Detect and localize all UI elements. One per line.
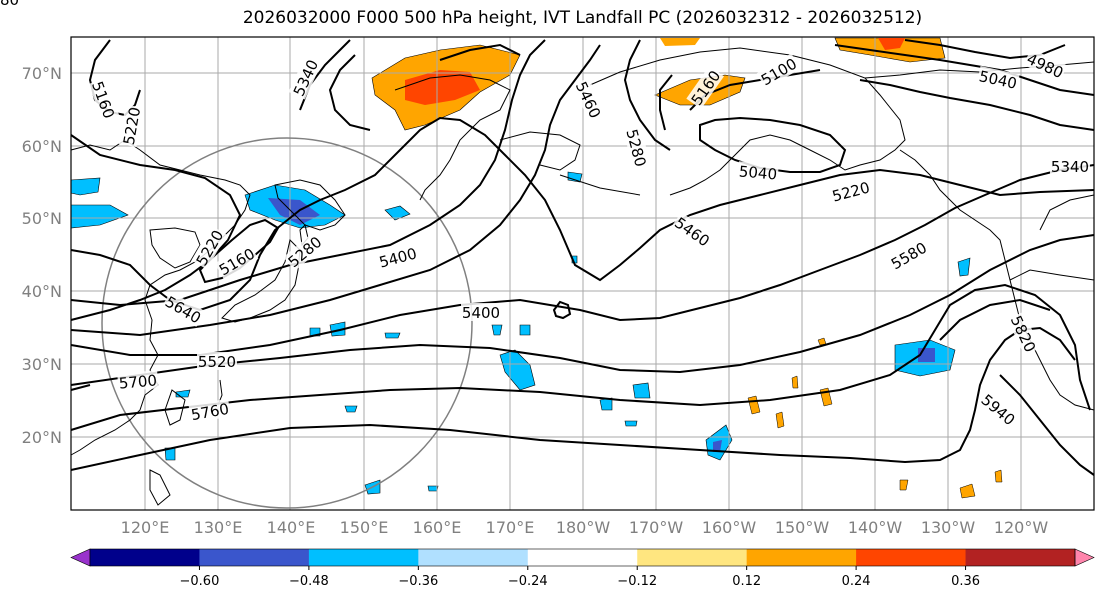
latitude-label: 70°N bbox=[22, 64, 62, 83]
contour-label: 5040 bbox=[737, 161, 779, 184]
colorbar-segment bbox=[965, 549, 1076, 566]
contour-label: 5880 bbox=[0, 0, 20, 9]
latitude-label: 30°N bbox=[22, 355, 62, 374]
colorbar-tick-label: 0.12 bbox=[732, 574, 761, 589]
longitude-labels: 120°E 130°E 140°E 150°E 160°E 170°E 180°W 170°W… bbox=[121, 518, 1049, 537]
longitude-label: 120°W bbox=[994, 518, 1049, 537]
colorbar-segment bbox=[637, 549, 748, 566]
longitude-label: 130°E bbox=[194, 518, 243, 537]
contour-label: 5400 bbox=[461, 303, 501, 322]
colorbar-segment bbox=[418, 549, 529, 566]
colorbar-extend-low bbox=[70, 548, 91, 567]
colorbar-tick-label: −0.60 bbox=[180, 574, 220, 589]
svg-text:5400: 5400 bbox=[462, 304, 500, 322]
colorbar-segment bbox=[527, 549, 638, 566]
colorbar bbox=[70, 548, 1095, 567]
colorbar-extend-high bbox=[1074, 548, 1095, 567]
colorbar-tick-labels: −0.60 −0.48 −0.36 −0.24 −0.12 0.12 0.24 0.36 bbox=[180, 566, 980, 589]
landfall-region-circle bbox=[101, 137, 473, 509]
colorbar-tick-label: −0.36 bbox=[398, 574, 438, 589]
contour-label: 5340 bbox=[1050, 157, 1090, 176]
svg-text:5040: 5040 bbox=[738, 162, 778, 183]
height-contours bbox=[70, 39, 1095, 476]
svg-text:5880: 5880 bbox=[0, 0, 19, 9]
svg-text:5520: 5520 bbox=[198, 353, 236, 371]
colorbar-segment bbox=[90, 549, 200, 566]
longitude-label: 120°E bbox=[121, 518, 170, 537]
latitude-label: 20°N bbox=[22, 428, 62, 447]
longitude-label: 160°W bbox=[702, 518, 757, 537]
longitude-label: 150°E bbox=[340, 518, 389, 537]
svg-text:5700: 5700 bbox=[118, 371, 158, 392]
svg-text:5340: 5340 bbox=[1051, 158, 1089, 176]
colorbar-tick-label: −0.48 bbox=[289, 574, 329, 589]
latitude-label: 50°N bbox=[22, 209, 62, 228]
ivt-negative-regions bbox=[70, 171, 971, 495]
longitude-label: 130°W bbox=[921, 518, 976, 537]
longitude-label: 140°E bbox=[267, 518, 316, 537]
colorbar-segment bbox=[746, 549, 857, 566]
colorbar-tick-label: 0.24 bbox=[842, 574, 871, 589]
contour-label: 5700 bbox=[117, 370, 159, 393]
colorbar-segment bbox=[199, 549, 310, 566]
map-frame bbox=[70, 36, 1095, 511]
longitude-label: 150°W bbox=[775, 518, 830, 537]
longitude-label: 140°W bbox=[848, 518, 903, 537]
colorbar-tick-label: −0.24 bbox=[508, 574, 548, 589]
longitude-label: 180°W bbox=[556, 518, 611, 537]
latitude-labels: 70°N 60°N 50°N 40°N 30°N 20°N bbox=[22, 64, 62, 447]
latitude-label: 60°N bbox=[22, 137, 62, 156]
longitude-label: 170°W bbox=[629, 518, 684, 537]
colorbar-tick-label: −0.12 bbox=[617, 574, 657, 589]
colorbar-segment bbox=[308, 549, 419, 566]
map-title: 2026032000 F000 500 hPa height, IVT Land… bbox=[242, 8, 923, 28]
colorbar-segment bbox=[856, 549, 967, 566]
longitude-label: 160°E bbox=[413, 518, 462, 537]
longitude-label: 170°E bbox=[486, 518, 535, 537]
contour-label: 5520 bbox=[197, 352, 237, 371]
latitude-label: 40°N bbox=[22, 282, 62, 301]
colorbar-tick-label: 0.36 bbox=[951, 574, 980, 589]
